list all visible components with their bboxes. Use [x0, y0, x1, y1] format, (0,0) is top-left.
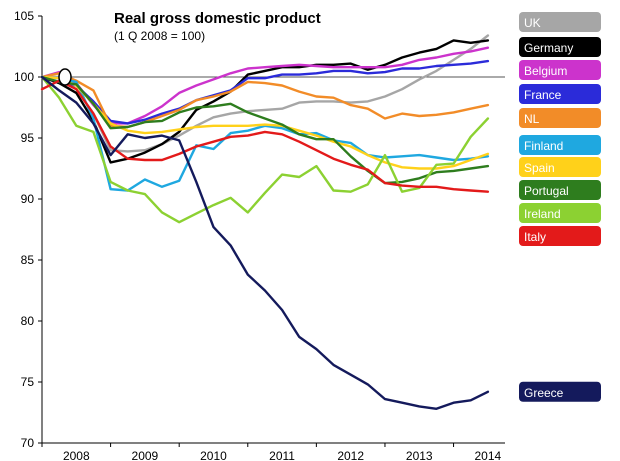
legend-swatch: [519, 84, 601, 104]
x-tick-label: 2008: [63, 449, 90, 461]
base-marker: [58, 68, 72, 86]
series-line-italy: [40, 79, 490, 193]
legend-item-belgium: Belgium: [519, 60, 601, 80]
y-tick-label: 105: [14, 9, 34, 23]
legend-item-spain: Spain: [519, 157, 601, 177]
legend-item-germany: Germany: [519, 37, 601, 57]
chart-title: Real gross domestic product: [114, 10, 321, 27]
legend-label: Spain: [524, 161, 555, 175]
legend-label: Belgium: [524, 64, 567, 78]
series-line-greece: [40, 75, 490, 410]
y-tick-label: 95: [21, 131, 35, 145]
legend-label: Greece: [524, 386, 564, 400]
legend-item-greece: Greece: [519, 381, 601, 402]
series-line-belgium: [40, 46, 490, 125]
base-point-marker: [58, 68, 72, 86]
legend-item-italy: Italy: [519, 226, 601, 246]
legend-swatch: [519, 157, 601, 177]
legend-item-uk: UK: [519, 12, 601, 32]
series-line-germany: [40, 39, 490, 164]
legend-swatch: [519, 60, 601, 80]
legend-item-ireland: Ireland: [519, 203, 601, 223]
legend-label: Finland: [524, 139, 563, 153]
legend-label: Portugal: [524, 184, 569, 198]
x-tick-label: 2009: [132, 449, 159, 461]
legend-label: NL: [524, 112, 540, 126]
x-tick-label: 2012: [337, 449, 364, 461]
legend-swatch: [519, 203, 601, 223]
legend-label: Italy: [524, 230, 546, 244]
legend-item-portugal: Portugal: [519, 180, 601, 200]
y-tick-label: 80: [21, 314, 35, 328]
chart-axes: 70 75 80 85 90 95 100 105 2008 2009 2010 2011 2012 20…: [14, 9, 505, 461]
y-tick-label: 70: [21, 436, 35, 450]
legend-swatch: [519, 381, 601, 402]
legend-swatch: [519, 12, 601, 32]
legend-swatch: [519, 135, 601, 155]
legend-label: France: [524, 88, 562, 102]
legend-swatch: [519, 180, 601, 200]
legend-swatch: [519, 37, 601, 57]
y-tick-label: 90: [21, 192, 35, 206]
legend-label: UK: [524, 16, 541, 30]
legend-item-nl: NL: [519, 108, 601, 128]
legend-item-finland: Finland: [519, 135, 601, 155]
legend-label: Germany: [524, 41, 573, 55]
x-tick-label: 2010: [200, 449, 227, 461]
legend: UK Germany Belgium France NL Finland Spain Port…: [519, 12, 601, 402]
series-line-portugal: [40, 75, 490, 185]
x-tick-label: 2013: [406, 449, 433, 461]
legend-swatch: [519, 226, 601, 246]
y-tick-label: 85: [21, 253, 35, 267]
series-line-spain: [40, 75, 490, 170]
series-line-ireland: [40, 75, 490, 224]
series-line-france: [40, 59, 490, 125]
series-lines: [40, 34, 490, 410]
y-tick-label: 75: [21, 375, 35, 389]
legend-label: Ireland: [524, 207, 561, 221]
x-tick-label: 2014: [475, 449, 502, 461]
legend-item-france: France: [519, 84, 601, 104]
chart-subtitle: (1 Q 2008 = 100): [114, 29, 205, 43]
y-tick-label: 100: [14, 70, 34, 84]
x-tick-label: 2011: [269, 449, 295, 461]
legend-swatch: [519, 108, 601, 128]
